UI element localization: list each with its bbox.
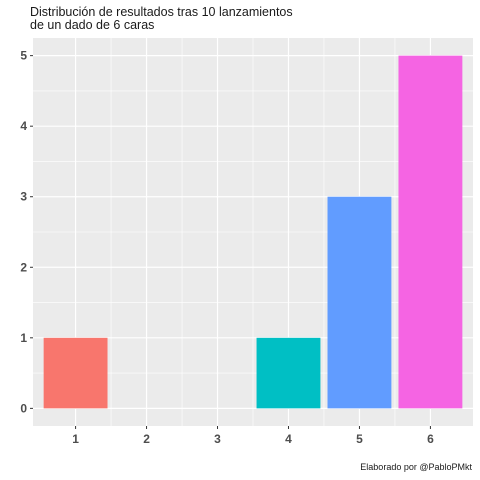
- y-tick-label: 0: [20, 401, 27, 415]
- x-tick-label: 3: [214, 432, 221, 446]
- bar-6: [398, 55, 463, 409]
- chart-caption: Elaborado por @PabloPMkt: [360, 462, 472, 472]
- x-tick-label: 4: [285, 432, 292, 446]
- x-tick-label: 2: [143, 432, 150, 446]
- x-tick-label: 6: [427, 432, 434, 446]
- y-tick-label: 2: [20, 260, 27, 274]
- y-tick-label: 4: [20, 119, 27, 133]
- y-tick-label: 3: [20, 190, 27, 204]
- chart-title-line-1: Distribución de resultados tras 10 lanza…: [30, 5, 293, 19]
- x-tick-label: 1: [72, 432, 79, 446]
- chart-title: Distribución de resultados tras 10 lanza…: [30, 6, 470, 32]
- chart-title-line-2: de un dado de 6 caras: [30, 18, 155, 32]
- y-tick-label: 5: [20, 49, 27, 63]
- bar-1: [43, 337, 108, 409]
- bar-5: [327, 196, 392, 409]
- bar-4: [256, 337, 321, 409]
- x-tick-label: 5: [356, 432, 363, 446]
- y-tick-label: 1: [20, 331, 27, 345]
